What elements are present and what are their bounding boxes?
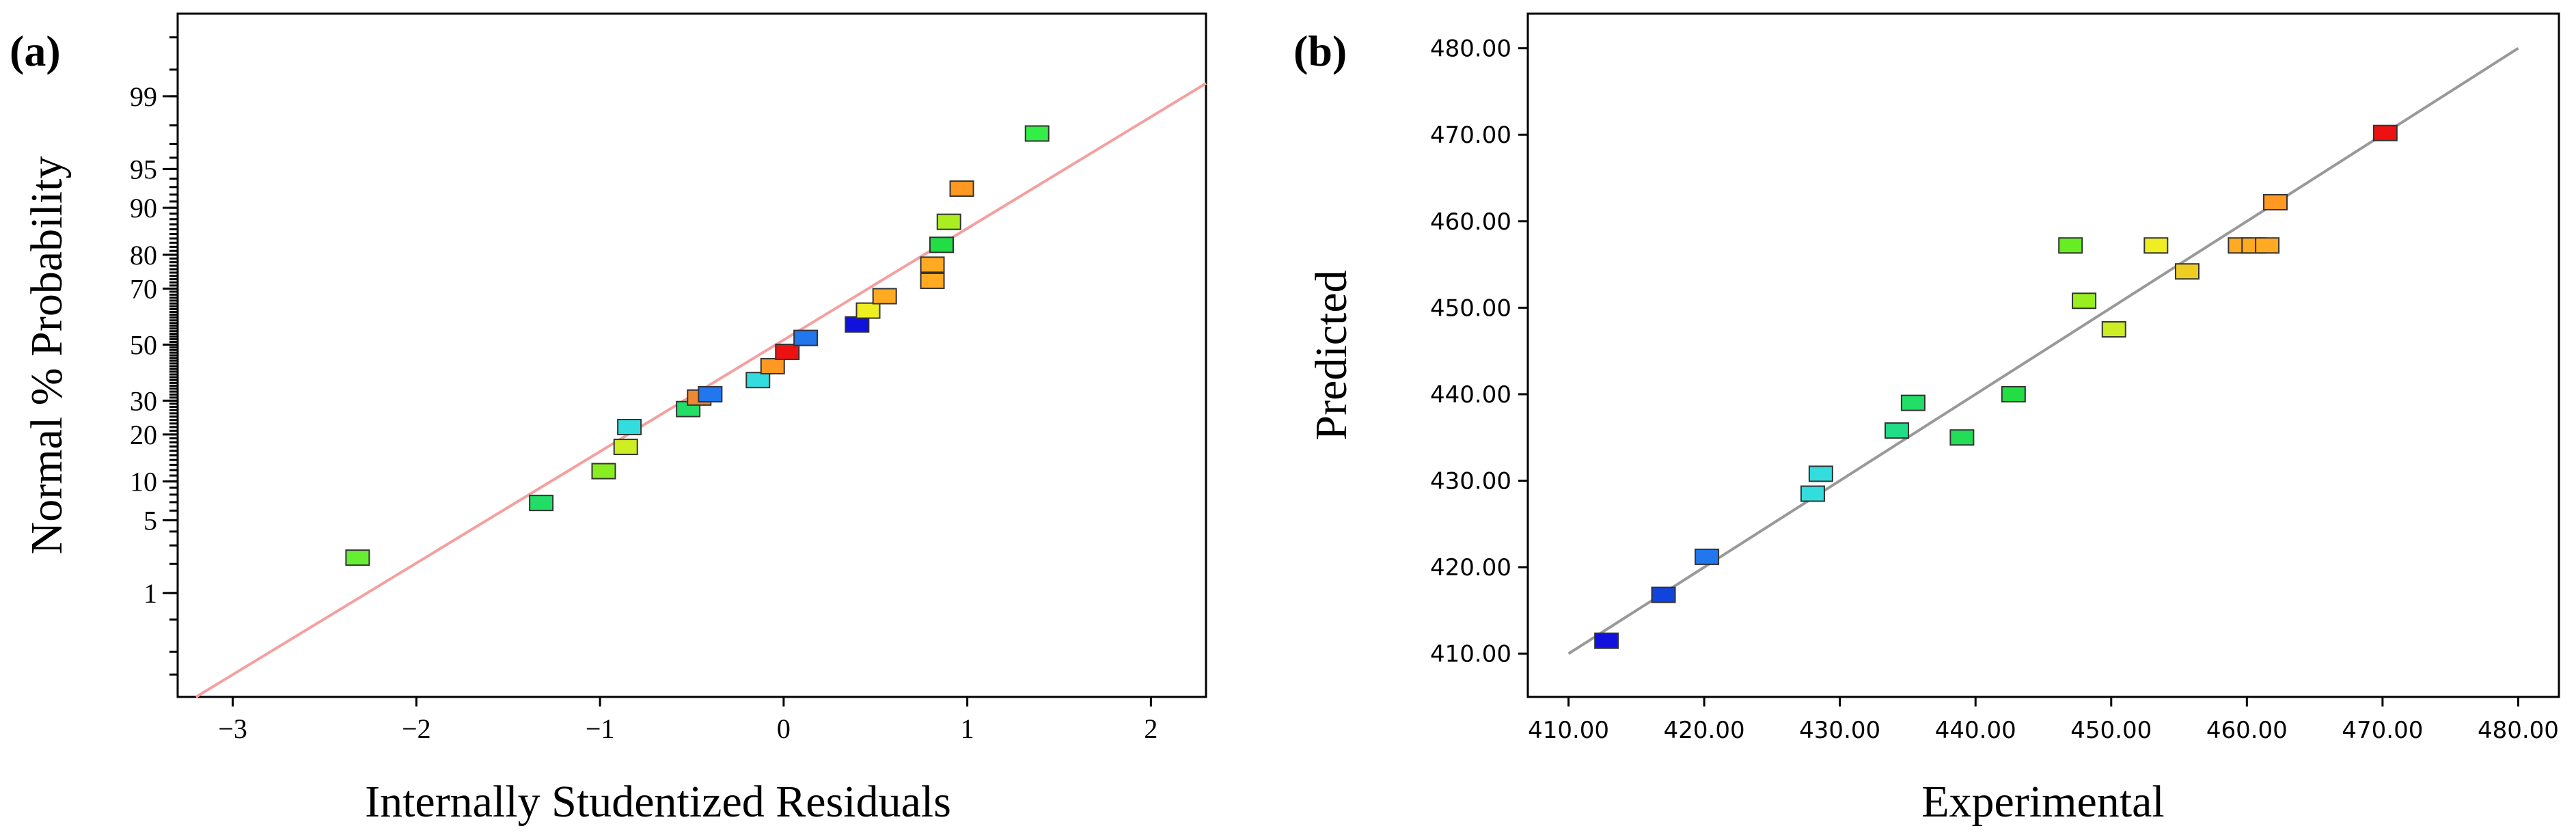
panel-a-x-tick-label: 0: [777, 713, 791, 744]
panel-a-point: [855, 302, 881, 319]
panel-a-x-axis: −3 −2 −1 0 1 2: [218, 697, 1157, 744]
panel-b: (b) 410.00 420.00 430.00 440.00 450.00 460.00…: [1293, 12, 2560, 827]
panel-a-point: [949, 180, 974, 197]
panel-a-point: [872, 288, 897, 305]
panel-a-point: [929, 236, 954, 253]
panel-a-x-tick-label: 2: [1144, 713, 1157, 744]
panel-b-point: [1949, 429, 1975, 446]
panel-a-point: [613, 439, 638, 456]
panel-a-point: [936, 213, 961, 230]
panel-a-y-tick-label: 70: [130, 273, 157, 304]
panel-a-point: [345, 549, 370, 566]
panel-b-point: [1695, 548, 1720, 565]
panel-b-fit-line: [1567, 46, 2519, 655]
panel-a-point: [775, 343, 800, 360]
panel-b-y-tick-label: 420.00: [1430, 554, 1511, 581]
panel-a-point: [529, 495, 554, 512]
panel-b-x-axis: 410.00 420.00 430.00 440.00 450.00 460.00 470.…: [1528, 697, 2559, 744]
panel-b-x-tick-label: 420.00: [1664, 717, 1745, 744]
panel-a-y-axis-title: Normal % Probability: [22, 156, 72, 555]
panel-a-x-tick-label: −3: [218, 713, 247, 744]
panel-b-x-tick-label: 450.00: [2070, 717, 2152, 744]
panel-a-y-tick-label: 5: [143, 505, 157, 536]
panel-b-y-tick-label: 440.00: [1430, 381, 1511, 409]
panel-b-point: [2072, 292, 2097, 310]
panel-b-point: [2263, 193, 2288, 210]
panel-a-x-tick-label: 1: [961, 713, 974, 744]
panel-a-y-tick-label: 90: [130, 193, 157, 223]
panel-a-y-tick-label: 99: [130, 81, 157, 112]
panel-b-label: (b): [1293, 27, 1347, 75]
panel-b-plot-area: [1526, 12, 2560, 698]
panel-b-point: [2101, 321, 2126, 338]
panel-b-y-axis-title: Predicted: [1306, 270, 1356, 440]
panel-b-point: [2174, 263, 2200, 280]
panel-b-point: [2143, 237, 2169, 254]
panel-a-point: [920, 272, 945, 289]
panel-a-points: [345, 125, 1050, 566]
panel-a-x-tick-label: −1: [586, 713, 615, 744]
panel-b-point: [2255, 237, 2280, 254]
panel-a-point: [1024, 125, 1050, 142]
panel-b-point: [1800, 485, 1825, 502]
panel-a-point: [698, 386, 723, 403]
panel-b-fit-line-group: [1567, 46, 2519, 655]
panel-b-point: [2372, 124, 2398, 141]
panel-b-point: [1651, 586, 1676, 603]
panel-b-x-tick-label: 410.00: [1528, 717, 1609, 744]
panel-b-point: [1900, 394, 1926, 411]
panel-a-point: [793, 329, 819, 346]
panel-a-y-tick-label: 30: [130, 385, 157, 416]
panel-b-x-tick-label: 480.00: [2478, 717, 2559, 744]
panel-a-y-tick-label: 10: [130, 467, 157, 497]
panel-a-x-tick-label: −2: [402, 713, 431, 744]
panel-b-point: [2001, 385, 2026, 402]
panel-b-y-tick-label: 450.00: [1430, 294, 1511, 322]
panel-a-point: [617, 419, 642, 436]
panel-a-point: [760, 357, 785, 374]
panel-b-x-axis-title: Experimental: [1921, 777, 2165, 827]
panel-b-y-tick-label: 430.00: [1430, 468, 1511, 495]
panel-b-x-tick-label: 460.00: [2206, 717, 2288, 744]
panel-b-x-tick-label: 430.00: [1799, 717, 1880, 744]
panel-a-point: [591, 463, 616, 480]
panel-b-point: [1594, 632, 1619, 649]
panel-b-x-tick-label: 440.00: [1935, 717, 2016, 744]
panel-a-y-tick-label: 1: [143, 578, 157, 609]
panel-a-point: [920, 256, 945, 273]
panel-b-y-axis: 410.00 420.00 430.00 440.00 450.00 460.00 470.…: [1430, 36, 1528, 668]
panel-a-y-tick-label: 50: [130, 329, 157, 360]
panel-a-y-tick-label: 20: [130, 420, 157, 450]
panel-b-y-tick-label: 480.00: [1430, 36, 1511, 63]
panel-b-y-tick-label: 410.00: [1430, 641, 1511, 668]
panel-a-y-tick-label: 80: [130, 240, 157, 271]
panel-b-x-tick-label: 470.00: [2342, 717, 2423, 744]
panel-b-y-tick-label: 470.00: [1430, 122, 1511, 149]
panel-b-point: [1808, 465, 1833, 482]
panel-a-label: (a): [10, 27, 61, 75]
panel-b-y-tick-label: 460.00: [1430, 208, 1511, 236]
panel-a-x-axis-title: Internally Studentized Residuals: [365, 777, 951, 827]
panel-a-plot-area: [176, 12, 1207, 698]
panel-b-point: [2058, 237, 2083, 254]
panel-b-points: [1594, 124, 2398, 649]
panel-a-point: [745, 372, 771, 389]
panel-a-point: [845, 316, 870, 333]
panel-a-y-tick-label: 95: [130, 154, 157, 184]
panel-b-point: [1885, 422, 1910, 439]
